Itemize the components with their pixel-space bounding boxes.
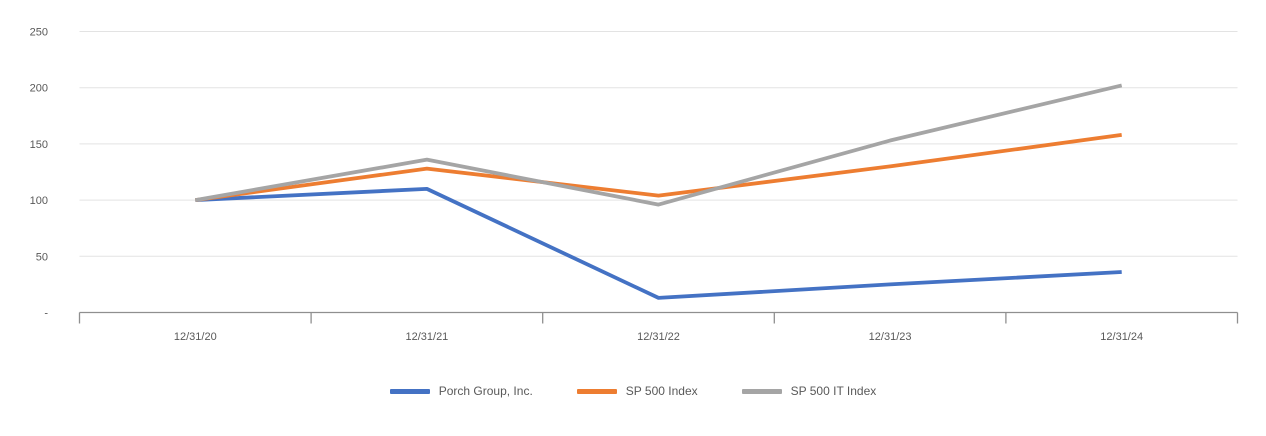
legend-swatch-porch-group xyxy=(389,388,430,394)
x-axis-label-2: 12/31/22 xyxy=(637,331,680,343)
legend-item-sp500-it: SP 500 IT Index xyxy=(741,384,877,398)
legend-label-sp500-it: SP 500 IT Index xyxy=(790,384,877,398)
legend-label-porch-group: Porch Group, Inc. xyxy=(438,384,533,398)
x-axis-label-0: 12/31/20 xyxy=(174,331,217,343)
legend-swatch-sp500-it xyxy=(741,388,782,394)
legend-item-sp500: SP 500 Index xyxy=(576,384,698,398)
x-axis-label-3: 12/31/23 xyxy=(869,331,912,343)
y-axis-label-250: 250 xyxy=(30,27,48,39)
y-axis-label-150: 150 xyxy=(30,139,48,151)
x-axis-label-1: 12/31/21 xyxy=(405,331,448,343)
x-axis-label-4: 12/31/24 xyxy=(1100,331,1143,343)
legend-label-sp500: SP 500 Index xyxy=(625,384,698,398)
y-axis-label-100: 100 xyxy=(30,195,48,207)
chart-legend: Porch Group, Inc. SP 500 Index SP 500 IT… xyxy=(0,382,1266,400)
series-line-porch-group-inc xyxy=(195,186,1122,300)
y-axis-label-200: 200 xyxy=(30,83,48,95)
series-line-sp-500-index xyxy=(195,133,1122,202)
y-axis-label-0: - xyxy=(44,308,48,320)
legend-item-porch-group: Porch Group, Inc. xyxy=(389,384,533,398)
series-line-sp-500-it-index xyxy=(194,83,1123,207)
y-axis-label-50: 50 xyxy=(36,251,48,263)
legend-swatch-sp500 xyxy=(576,388,617,394)
